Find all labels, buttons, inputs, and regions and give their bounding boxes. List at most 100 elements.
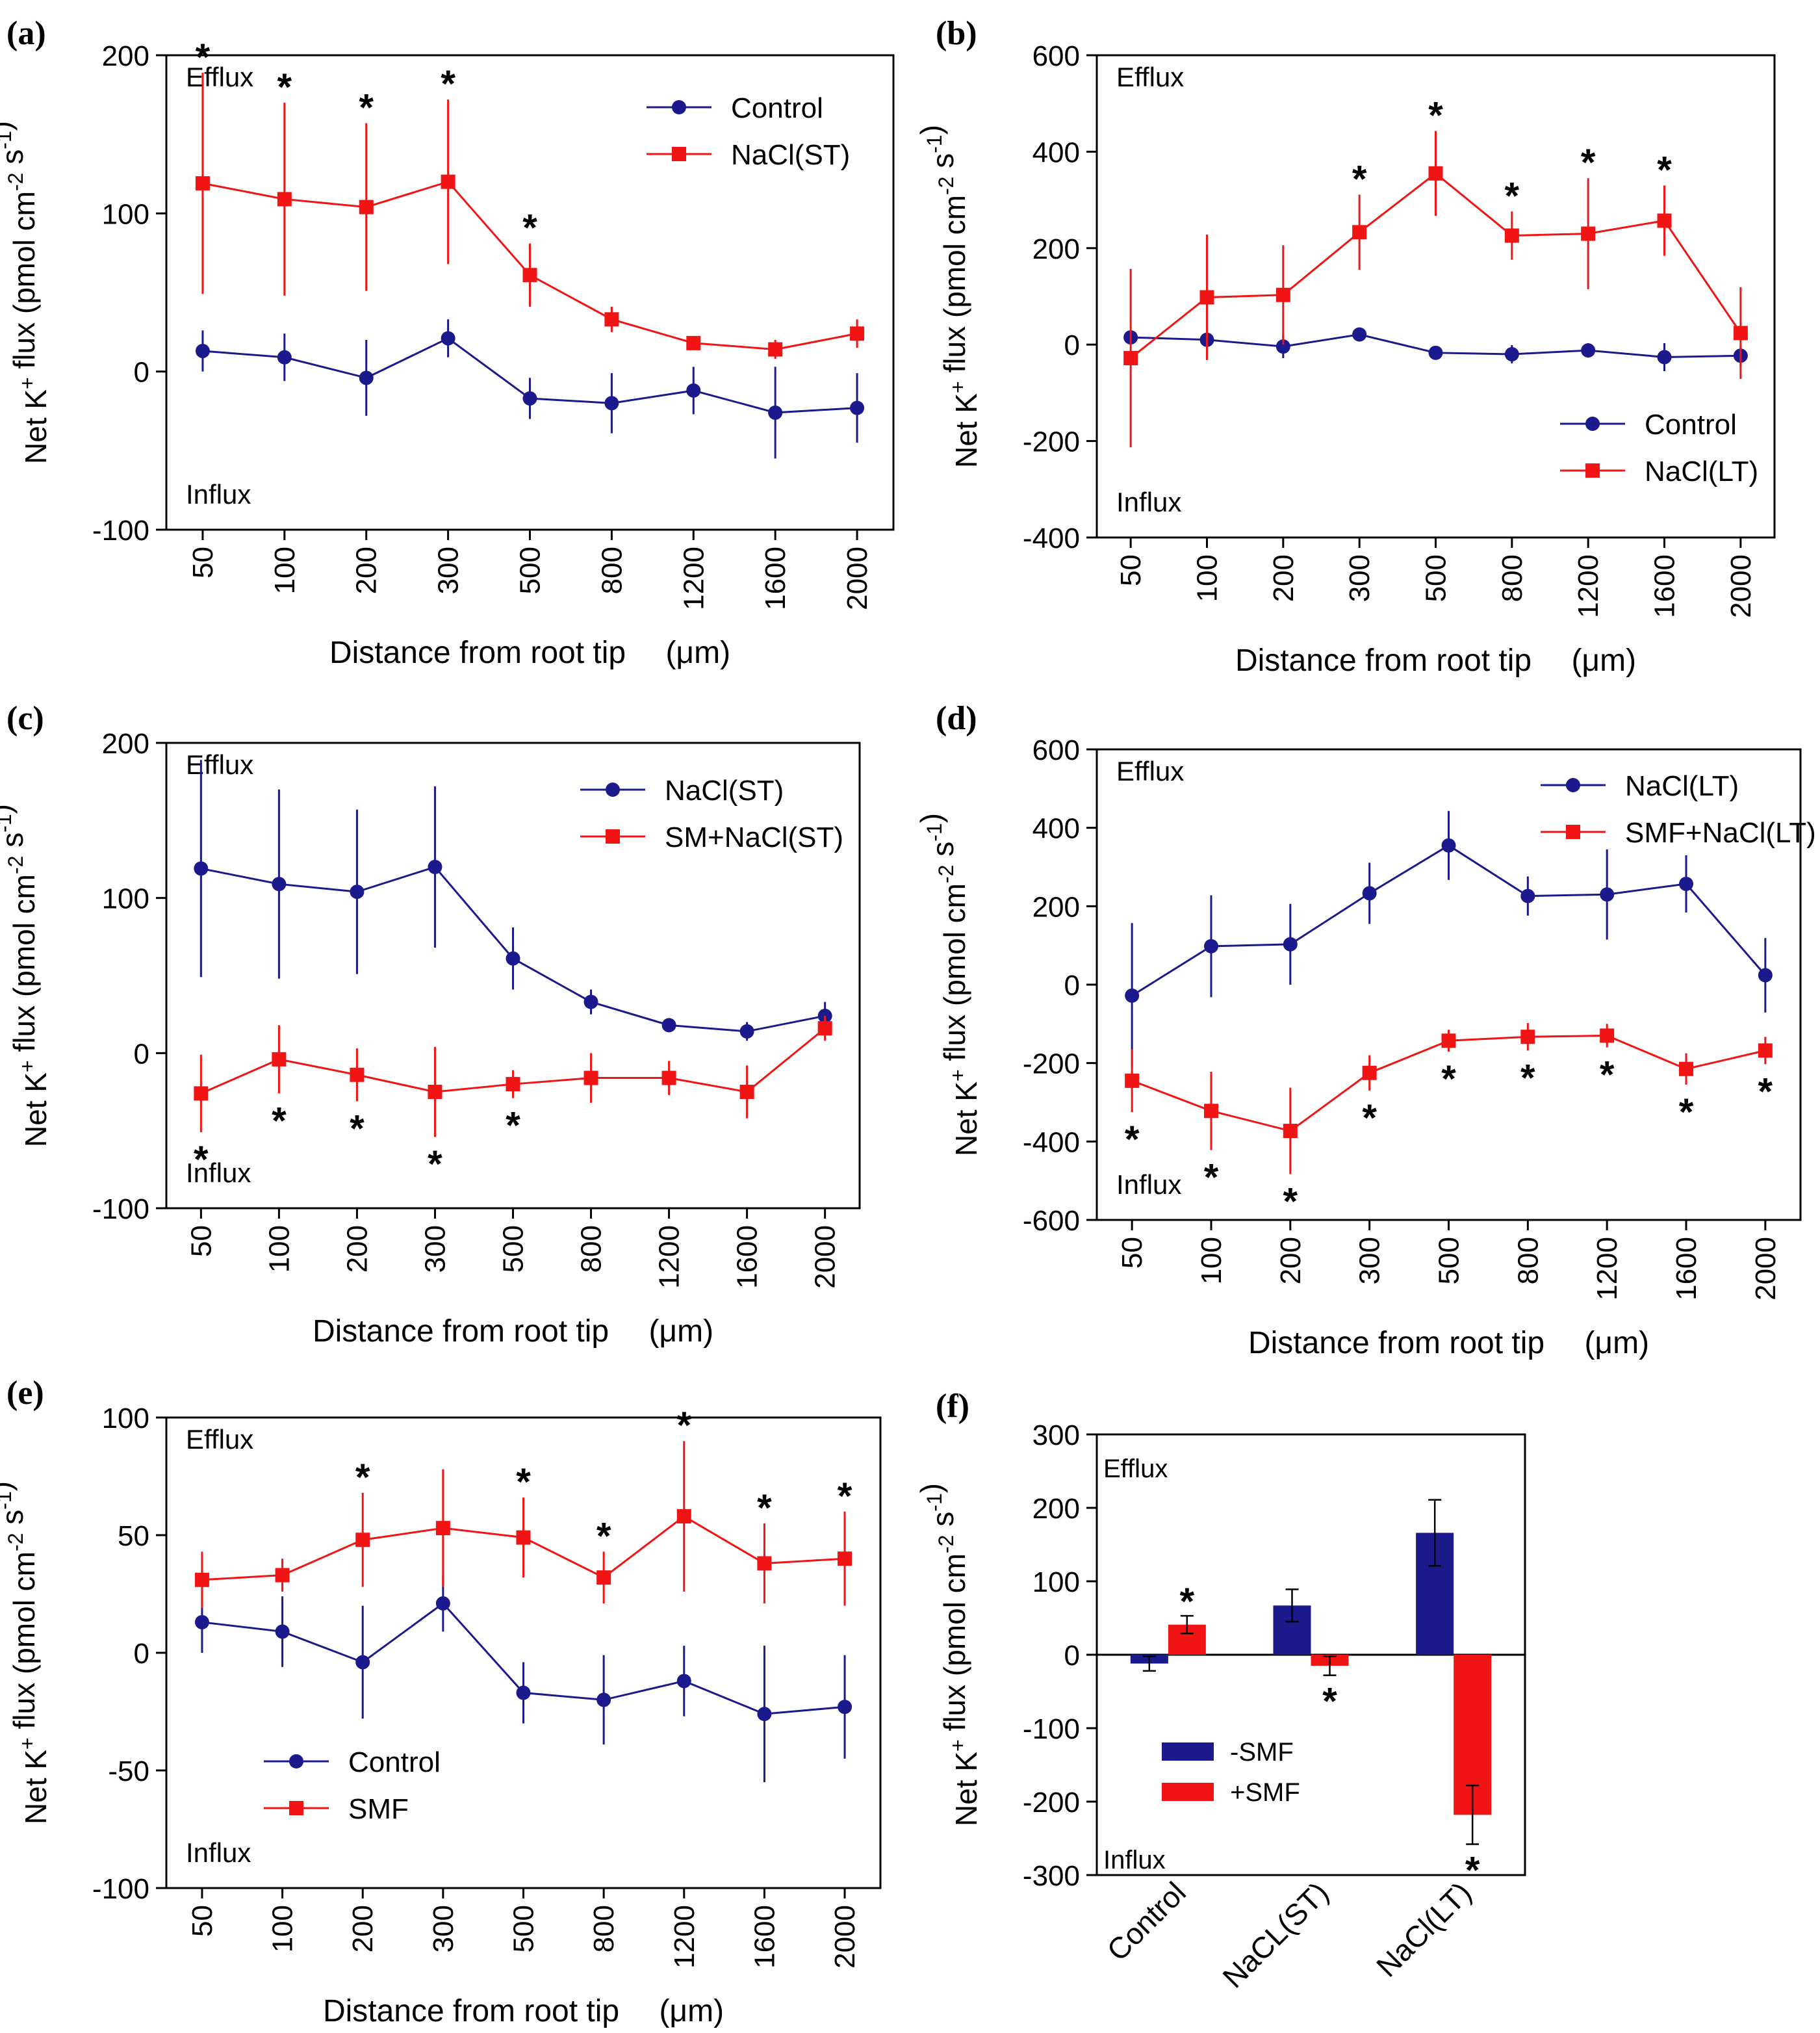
data-point — [1352, 327, 1367, 342]
significance-star: * — [1600, 1054, 1615, 1096]
x-tick-label: 50 — [185, 1225, 217, 1257]
data-point — [768, 342, 783, 357]
y-tick-label: 600 — [1032, 734, 1080, 766]
data-point — [428, 859, 442, 874]
legend-marker — [289, 1754, 303, 1768]
y-tick-label: 200 — [102, 728, 149, 760]
data-point — [272, 877, 287, 892]
panel-label: (b) — [936, 15, 977, 52]
chart-panel-f: (f) -300 -200 -100 0 100 200 300 Net K+ flux (pm… — [914, 1388, 1526, 1994]
x-tick-label: 100 — [267, 1905, 299, 1952]
data-point — [676, 1674, 691, 1689]
legend-label: SMF — [348, 1793, 409, 1825]
significance-star: * — [1180, 1581, 1195, 1623]
significance-star: * — [1520, 1057, 1535, 1099]
significance-star: * — [506, 1105, 520, 1147]
panel-label: (f) — [936, 1388, 969, 1425]
series-SMF: * * * * * * — [194, 1405, 852, 1609]
x-tick-label: NaCL(ST) — [1216, 1875, 1335, 1994]
y-tick-label: 200 — [1032, 891, 1080, 923]
data-point — [441, 331, 455, 346]
significance-star: * — [1465, 1850, 1480, 1892]
x-tick-label: 1600 — [732, 1225, 763, 1289]
x-tick-label: 100 — [269, 547, 301, 594]
significance-star: * — [1428, 94, 1443, 136]
data-point — [1428, 345, 1443, 360]
legend-label: SM+NaCl(ST) — [665, 822, 843, 853]
y-tick-label: -100 — [92, 515, 149, 547]
data-point — [1441, 838, 1456, 853]
y-axis-label: Net K+ flux (pmol cm-2 s-1) — [0, 1481, 53, 1824]
significance-star: * — [277, 66, 292, 109]
efflux-label: Efflux — [186, 1424, 253, 1455]
legend-marker — [672, 147, 686, 161]
significance-star: * — [1441, 1058, 1456, 1100]
x-axis-label: Distance from root tip (μm) — [1248, 1326, 1649, 1360]
legend-marker — [289, 1801, 303, 1815]
data-point — [522, 391, 537, 406]
chart-panel-b: (b) -400 -200 0 200 400 600 50 100 200 300 500 800 12… — [914, 15, 1776, 678]
x-tick-label: 800 — [576, 1225, 608, 1273]
series-Control — [194, 1575, 852, 1783]
significance-star: * — [522, 207, 537, 250]
data-point — [506, 951, 520, 966]
data-point — [277, 350, 292, 365]
legend-marker — [1566, 825, 1580, 839]
data-point — [1758, 968, 1773, 983]
x-tick-label: 500 — [1433, 1237, 1465, 1284]
data-point — [355, 1533, 370, 1547]
series-NaCl(ST): * * * * * — [196, 36, 865, 359]
significance-star: * — [272, 1100, 287, 1142]
x-tick-label: 800 — [1496, 554, 1528, 602]
legend: Control SMF — [264, 1746, 441, 1825]
y-tick-label: 0 — [134, 1038, 149, 1070]
x-tick-label: 100 — [263, 1225, 295, 1273]
legend-marker — [606, 783, 620, 797]
x-tick-label: 2000 — [1750, 1237, 1782, 1301]
y-tick-label: 200 — [1032, 1493, 1080, 1525]
data-point — [1125, 1073, 1140, 1088]
y-tick-label: -600 — [1023, 1205, 1080, 1237]
significance-star: * — [596, 1515, 611, 1557]
data-point — [596, 1570, 611, 1585]
influx-label: Influx — [186, 1158, 251, 1188]
efflux-label: Efflux — [1116, 756, 1184, 786]
data-point — [1203, 1104, 1218, 1119]
efflux-label: Efflux — [1116, 62, 1184, 92]
x-tick-label: 1200 — [669, 1905, 700, 1969]
data-point — [1733, 326, 1748, 341]
x-tick-label: 100 — [1191, 554, 1223, 602]
data-point — [1600, 887, 1615, 902]
x-tick-label: 200 — [1275, 1237, 1307, 1284]
series-NaCl(ST) — [194, 760, 832, 1041]
legend-swatch — [1162, 1783, 1214, 1801]
chart-panel-e: (e) -100 -50 0 50 100 50 100 200 300 500 800 1200 160… — [0, 1375, 882, 2028]
legend-label: Control — [1645, 409, 1737, 441]
panel-label: (d) — [936, 700, 977, 737]
y-tick-label: 100 — [1032, 1566, 1080, 1598]
x-tick-label: 500 — [508, 1905, 540, 1952]
data-point — [1520, 1029, 1535, 1044]
y-tick-label: -300 — [1023, 1860, 1080, 1892]
x-axis-label: Distance from root tip (μm) — [1235, 643, 1636, 678]
series-NaCl(LT): * * * * * — [1123, 94, 1748, 448]
significance-star: * — [1283, 1180, 1298, 1223]
data-point — [817, 1021, 832, 1036]
significance-star: * — [1352, 158, 1367, 200]
x-tick-label: 800 — [588, 1905, 620, 1952]
x-tick-label: 800 — [1512, 1237, 1544, 1284]
data-point — [435, 1521, 450, 1536]
significance-star: * — [1679, 1091, 1694, 1133]
data-point — [1441, 1033, 1456, 1048]
x-tick-label: 50 — [1116, 1237, 1148, 1269]
data-point — [838, 1700, 852, 1715]
significance-star: * — [1758, 1070, 1773, 1113]
significance-star: * — [1204, 1157, 1219, 1199]
influx-label: Influx — [186, 479, 251, 510]
x-tick-label: 1600 — [1649, 554, 1681, 618]
significance-star: * — [359, 87, 374, 129]
efflux-label: Efflux — [186, 749, 253, 780]
data-point — [757, 1556, 772, 1571]
y-axis-label: Net K+ flux (pmol cm-2 s-1) — [914, 1483, 983, 1826]
x-tick-label: 300 — [433, 547, 465, 594]
